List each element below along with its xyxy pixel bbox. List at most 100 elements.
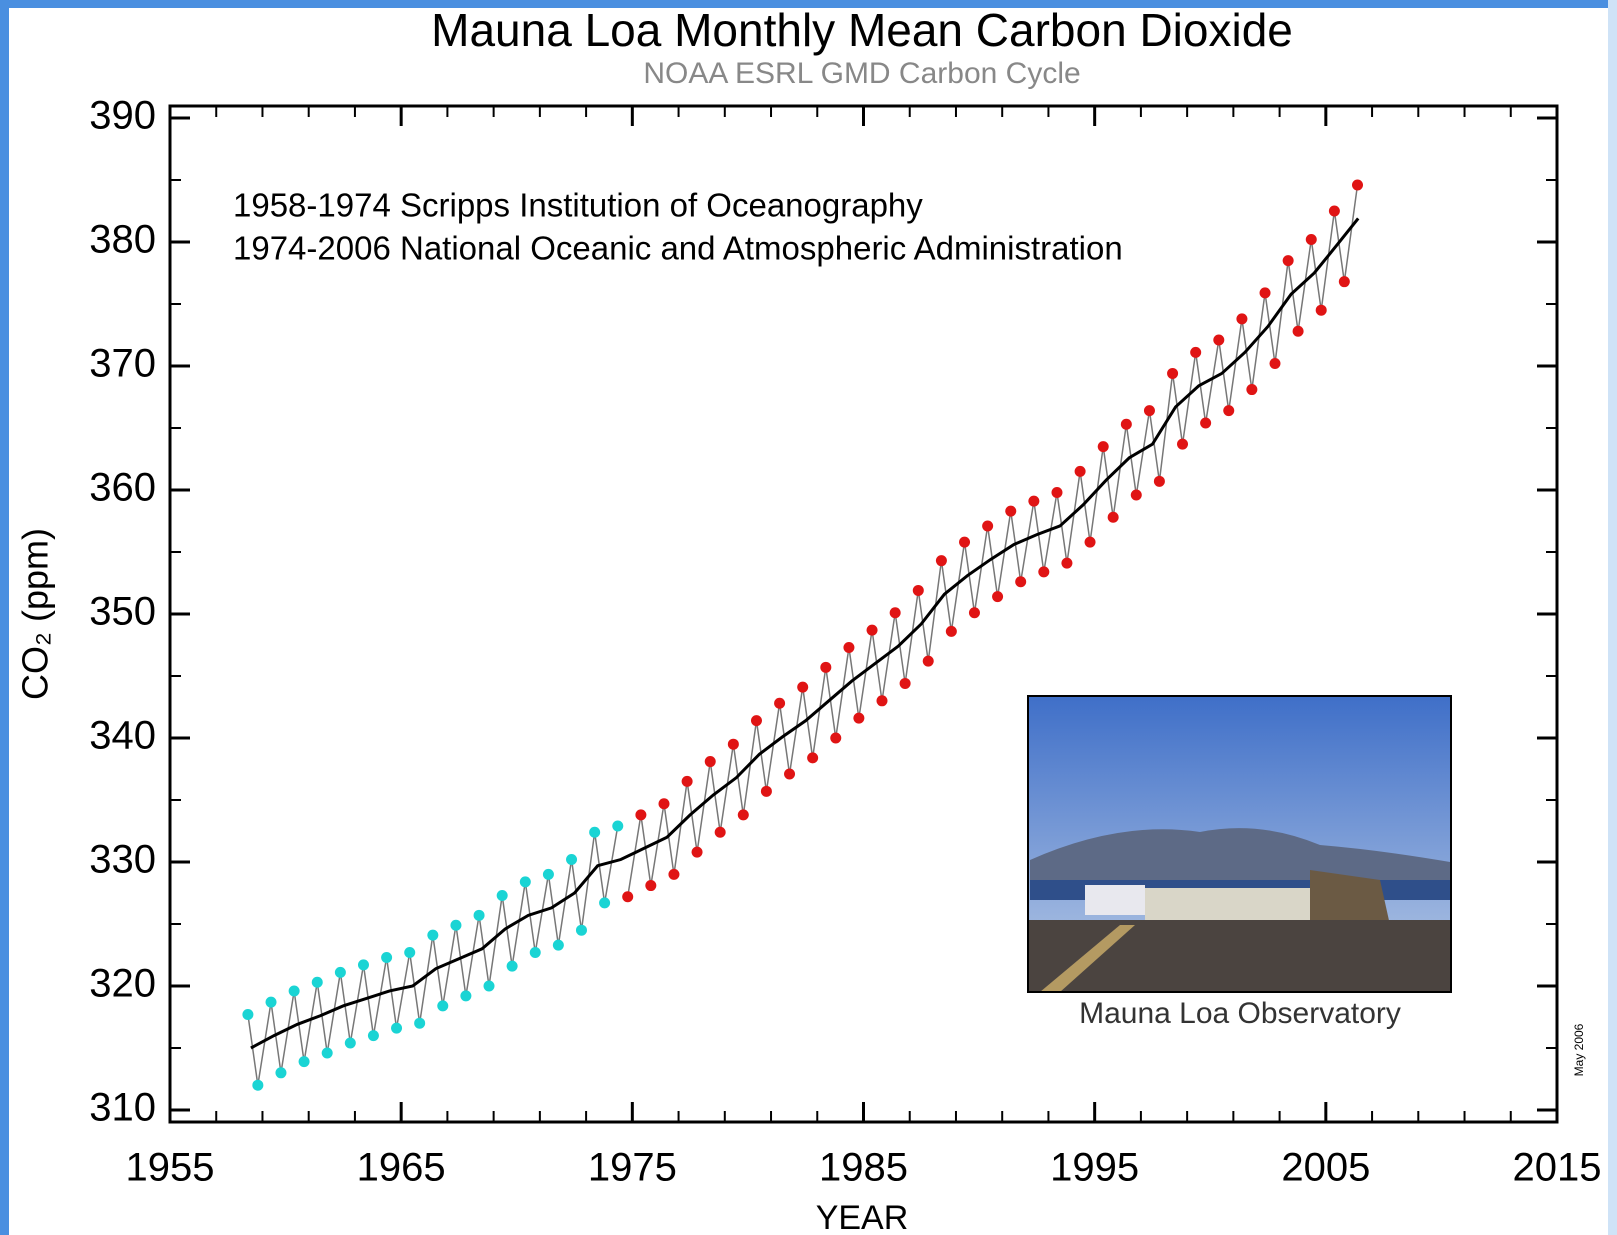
data-point — [1352, 179, 1364, 191]
data-point — [321, 1047, 333, 1059]
data-point — [1120, 418, 1132, 430]
data-point — [242, 1009, 254, 1021]
data-point — [992, 591, 1004, 603]
data-point — [1236, 313, 1248, 325]
data-point — [1143, 405, 1155, 417]
data-point — [450, 919, 462, 931]
data-point — [460, 990, 472, 1002]
data-point — [968, 607, 980, 619]
data-point — [529, 947, 541, 959]
y-tick-label: 390 — [89, 94, 156, 138]
data-point — [357, 959, 369, 971]
photo-structure — [1310, 870, 1390, 925]
data-point — [1028, 495, 1040, 507]
data-point — [483, 980, 495, 992]
annotation: 1958-1974 Scripps Institution of Oceanog… — [233, 187, 923, 224]
annotation: 1974-2006 National Oceanic and Atmospher… — [233, 230, 1123, 267]
data-point — [830, 732, 842, 744]
data-point — [1005, 505, 1017, 517]
data-point — [945, 625, 957, 637]
data-point — [714, 826, 726, 838]
data-point — [1259, 287, 1271, 299]
data-point — [774, 697, 786, 709]
data-point — [668, 868, 680, 880]
data-point — [1038, 566, 1050, 578]
data-point — [899, 677, 911, 689]
y-tick-label: 340 — [89, 714, 156, 758]
data-point — [1190, 346, 1202, 358]
data-point — [737, 809, 749, 821]
data-point — [797, 681, 809, 693]
data-point — [552, 939, 564, 951]
data-point — [427, 929, 439, 941]
data-point — [959, 536, 971, 548]
data-point — [311, 976, 323, 988]
inset-caption: Mauna Loa Observatory — [1079, 997, 1401, 1030]
data-point — [750, 715, 762, 727]
data-point — [1282, 255, 1294, 267]
data-point — [1223, 405, 1235, 417]
data-point — [381, 951, 393, 963]
data-point — [334, 966, 346, 978]
y-tick-label: 370 — [89, 342, 156, 386]
data-point — [681, 775, 693, 787]
data-point — [889, 607, 901, 619]
data-point — [922, 655, 934, 667]
data-point — [575, 924, 587, 936]
data-point — [1084, 536, 1096, 548]
data-point — [1246, 384, 1258, 396]
data-point — [612, 820, 624, 832]
side-note: May 2006 — [1572, 1023, 1586, 1076]
data-point — [843, 641, 855, 653]
data-point — [645, 880, 657, 892]
data-point — [784, 768, 796, 780]
x-tick-label: 1965 — [357, 1146, 446, 1190]
data-point — [807, 752, 819, 764]
chart-title: Mauna Loa Monthly Mean Carbon Dioxide — [431, 4, 1293, 56]
y-axis-label: CO₂ (ppm) — [15, 528, 56, 700]
data-point — [1213, 334, 1225, 346]
data-point — [1107, 511, 1119, 523]
x-tick-label: 1995 — [1050, 1146, 1139, 1190]
data-point — [727, 738, 739, 750]
data-point — [853, 712, 865, 724]
trend-line — [250, 217, 1360, 1050]
data-point — [658, 798, 670, 810]
y-tick-label: 320 — [89, 962, 156, 1006]
photo-frame — [1027, 695, 1452, 993]
data-point — [866, 624, 878, 636]
window-edge-right — [1608, 0, 1617, 1235]
data-point — [1097, 441, 1109, 453]
data-point — [1328, 205, 1340, 217]
chart-subtitle: NOAA ESRL GMD Carbon Cycle — [643, 57, 1080, 90]
x-tick-label: 2015 — [1513, 1146, 1602, 1190]
x-tick-label: 2005 — [1281, 1146, 1370, 1190]
data-point — [622, 891, 634, 903]
data-point — [298, 1056, 310, 1068]
data-point — [1269, 358, 1281, 370]
window-edge-top — [0, 0, 1617, 8]
data-point — [1200, 417, 1212, 429]
x-tick-label: 1955 — [126, 1146, 215, 1190]
data-point — [1074, 465, 1086, 477]
data-point — [876, 695, 888, 707]
data-point — [691, 846, 703, 858]
x-tick-label: 1985 — [819, 1146, 908, 1190]
data-point — [1167, 367, 1179, 379]
data-point — [1338, 276, 1350, 288]
data-point — [519, 876, 531, 888]
data-point — [1061, 557, 1073, 569]
data-point — [1315, 304, 1327, 316]
data-point — [367, 1030, 379, 1042]
y-tick-label: 380 — [89, 218, 156, 262]
data-point — [473, 909, 485, 921]
data-point — [912, 584, 924, 596]
data-point — [1130, 489, 1142, 501]
data-point — [414, 1017, 426, 1029]
data-point — [252, 1079, 264, 1091]
inset-photo — [1027, 695, 1452, 993]
data-point — [288, 985, 300, 997]
